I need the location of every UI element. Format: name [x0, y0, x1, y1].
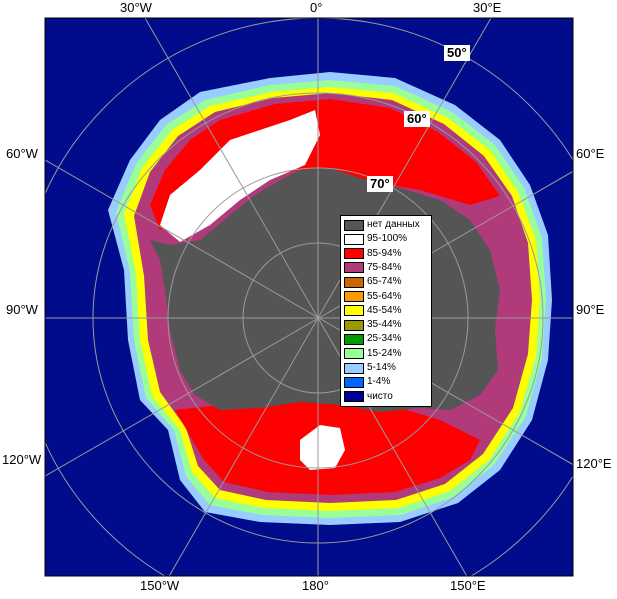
legend-swatch [344, 362, 364, 374]
label-30w-top: 30°W [120, 0, 152, 15]
legend-swatch [344, 319, 364, 331]
ice-zone-95-100-weddell [160, 110, 320, 242]
legend-label: 55-64% [367, 290, 402, 302]
label-lat-70: 70° [367, 176, 393, 192]
legend-swatch [344, 291, 364, 302]
legend-item: 15-24% [344, 348, 401, 360]
label-0-top: 0° [310, 0, 323, 15]
label-150e-bottom: 150°E [450, 578, 486, 593]
legend-label: 95-100% [367, 233, 408, 245]
legend-swatch [344, 391, 364, 403]
ice-zone-85-94-north [150, 99, 500, 230]
legend-label: нет данных [367, 219, 420, 230]
label-120w: 120°W [2, 452, 42, 467]
legend-label: 45-54% [367, 304, 402, 316]
label-120e: 120°E [576, 456, 612, 471]
label-60w: 60°W [6, 146, 38, 161]
legend-label: 85-94% [367, 247, 402, 259]
legend-item: чисто [344, 391, 393, 403]
legend-swatch [344, 305, 364, 317]
label-180-bottom: 180° [302, 578, 329, 593]
legend-item: 95-100% [344, 233, 407, 245]
legend-item: 35-44% [344, 319, 401, 331]
legend-label: 1-4% [367, 376, 391, 388]
legend-item: 85-94% [344, 248, 401, 260]
label-lat-50: 50° [444, 45, 470, 61]
legend-item: 75-84% [344, 262, 401, 274]
ice-zone-95-100-ross [300, 425, 345, 470]
label-60e: 60°E [576, 146, 605, 161]
legend-item: нет данных [344, 219, 420, 231]
legend-swatch [344, 376, 364, 388]
legend-label: чисто [367, 390, 393, 402]
legend-item: 1-4% [344, 376, 390, 388]
legend-label: 75-84% [367, 261, 402, 273]
map-border [44, 17, 574, 577]
legend-label: 35-44% [367, 319, 402, 331]
legend-label: 15-24% [367, 347, 402, 359]
label-lat-60: 60° [404, 111, 430, 127]
legend-item: 25-34% [344, 333, 401, 345]
legend-label: 5-14% [367, 362, 396, 373]
legend-swatch [344, 233, 364, 245]
legend-swatch [344, 333, 364, 345]
legend-item: 65-74% [344, 276, 401, 288]
label-90w: 90°W [6, 302, 38, 317]
legend-swatch [344, 276, 364, 288]
label-150w-bottom: 150°W [140, 578, 180, 593]
legend: нет данных 95-100% 85-94% 75-84% 65-74% 55-64… [340, 215, 432, 407]
legend-item: 55-64% [344, 291, 401, 303]
label-30e-top: 30°E [473, 0, 502, 15]
legend-swatch [344, 219, 364, 231]
legend-label: 25-34% [367, 333, 402, 345]
legend-swatch [344, 248, 364, 260]
legend-item: 5-14% [344, 362, 396, 374]
legend-swatch [344, 262, 364, 274]
legend-label: 65-74% [367, 276, 402, 288]
legend-item: 45-54% [344, 305, 401, 317]
label-90e: 90°E [576, 302, 605, 317]
legend-swatch [344, 348, 364, 360]
